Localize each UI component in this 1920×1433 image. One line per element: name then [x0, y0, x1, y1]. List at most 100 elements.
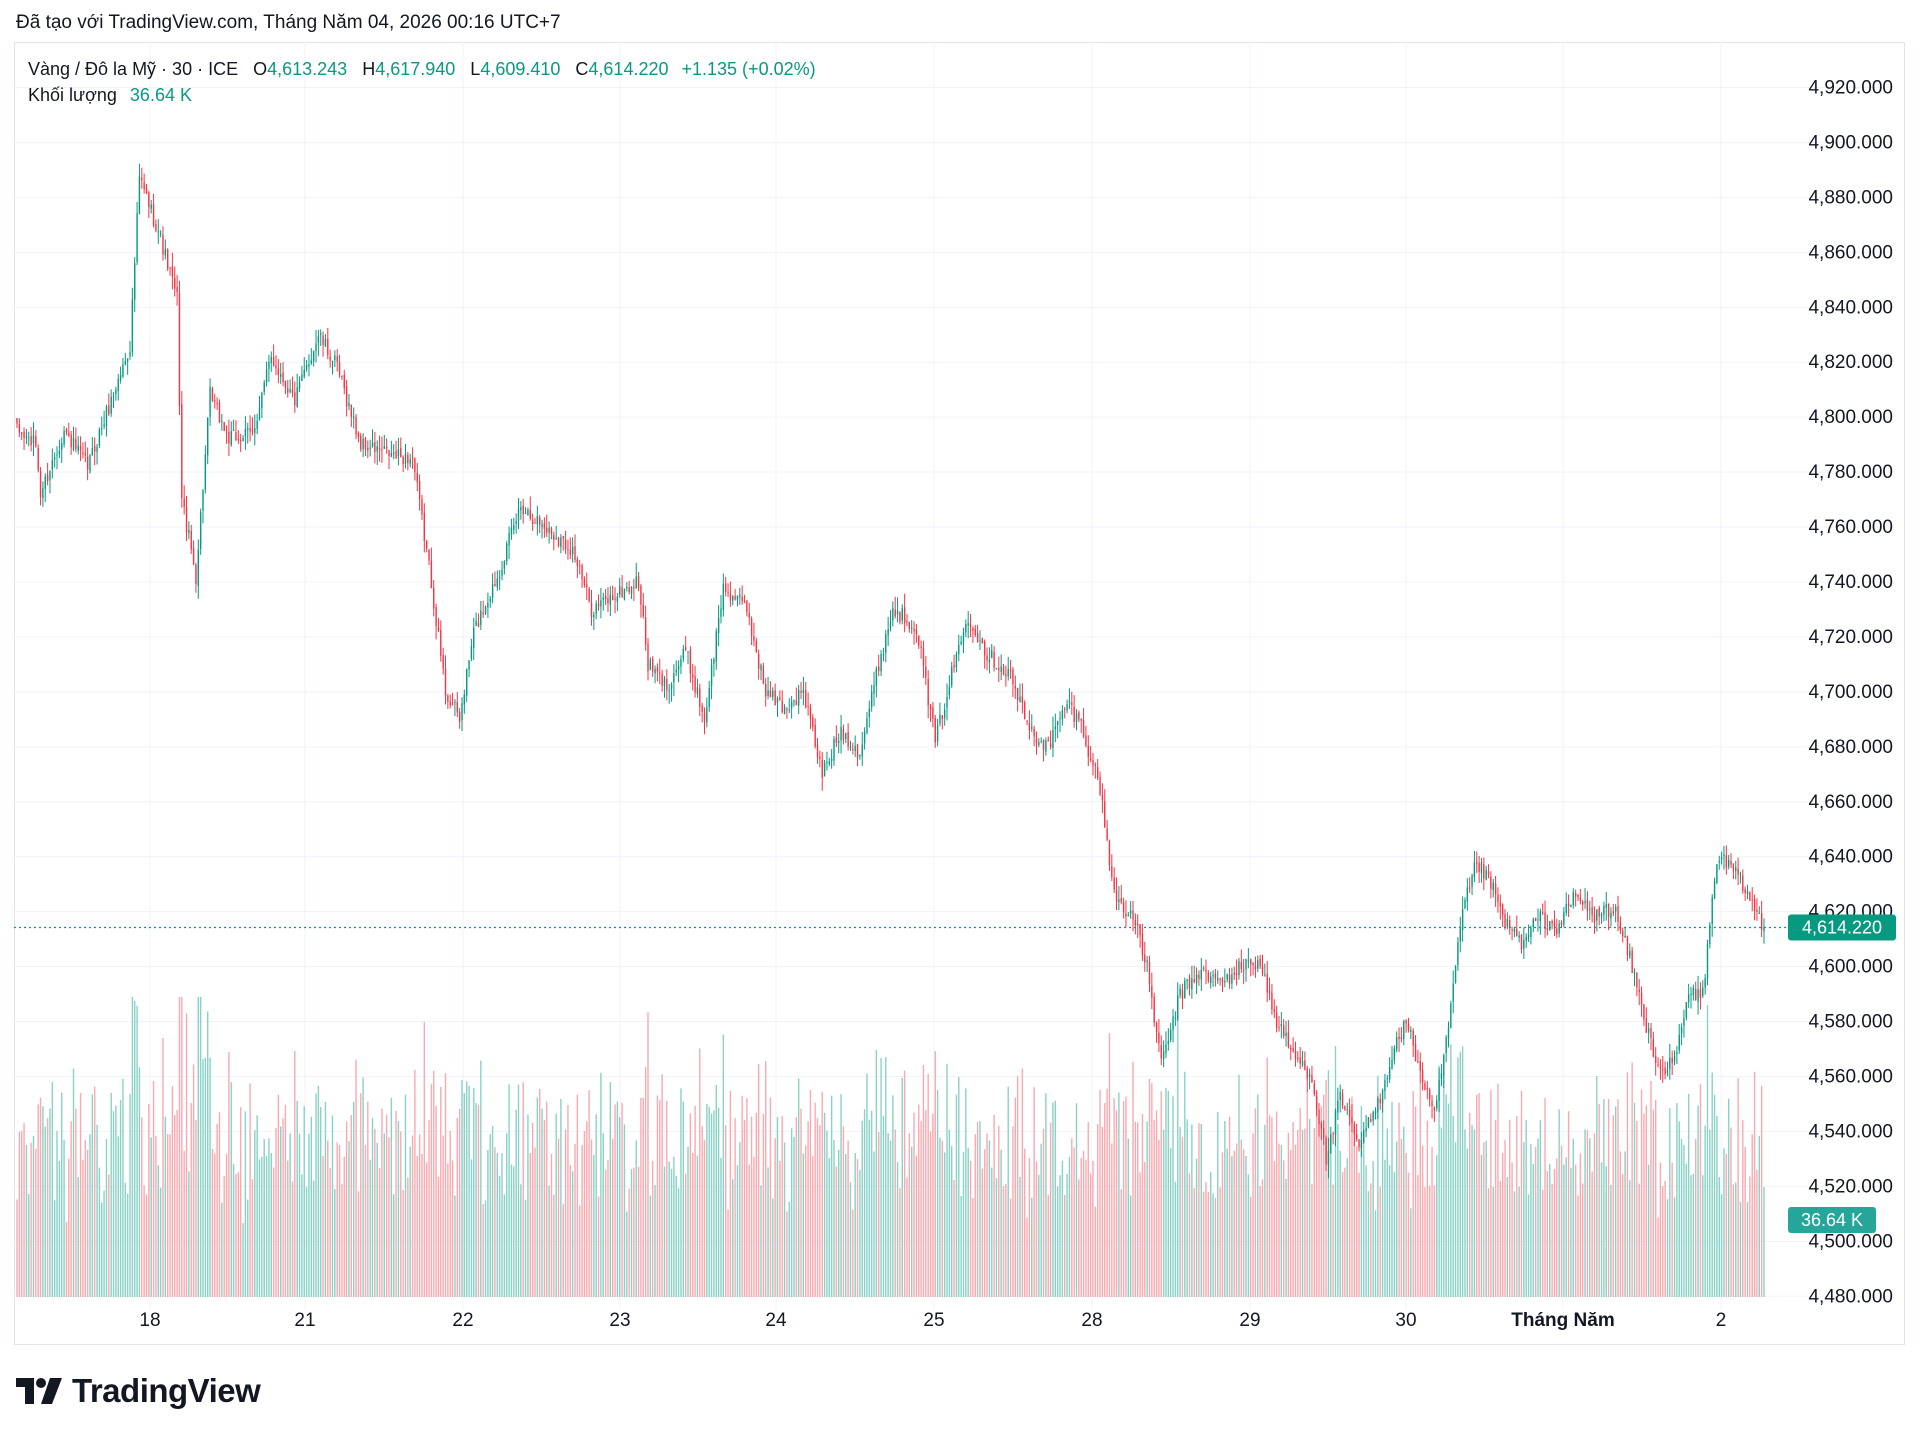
volume-bar — [640, 1097, 642, 1297]
volume-bar — [1052, 1102, 1054, 1297]
volume-bar — [58, 1161, 61, 1297]
volume-bar — [1330, 1139, 1332, 1297]
volume-bar — [378, 1168, 381, 1297]
volume-tag[interactable]: 36.64 K — [1788, 1207, 1876, 1233]
volume-bar — [1454, 1142, 1457, 1297]
candle-body — [44, 476, 46, 489]
volume-bar — [823, 1112, 826, 1297]
volume-bar — [1393, 1172, 1396, 1297]
volume-bar — [878, 1132, 880, 1297]
volume-bar — [1242, 1149, 1245, 1297]
candle-body — [934, 717, 936, 743]
symbol-label[interactable]: Vàng / Đô la Mỹ · 30 · ICE — [28, 59, 239, 79]
volume-bar — [249, 1083, 251, 1297]
volume-bar — [654, 1185, 656, 1297]
candle-body — [1737, 868, 1739, 875]
candle-body — [809, 707, 812, 719]
volume-bar — [1193, 1188, 1195, 1297]
tradingview-logo[interactable]: TradingView — [16, 1372, 261, 1410]
volume-bar — [710, 1113, 713, 1297]
volume-bar — [1725, 1153, 1728, 1297]
candle-body — [1101, 795, 1104, 801]
volume-bar — [221, 1202, 223, 1297]
candle-body — [1395, 1037, 1398, 1050]
candle-body — [515, 521, 517, 524]
price-tick-label: 4,740.000 — [1808, 572, 1893, 593]
volume-bar — [837, 1149, 840, 1297]
candle-body — [1290, 1047, 1292, 1050]
candle-body — [529, 509, 531, 519]
volume-bar — [461, 1080, 463, 1297]
volume-bar — [859, 1169, 861, 1297]
volume-bar — [178, 997, 181, 1297]
candle-body — [1038, 742, 1040, 746]
candle-body — [138, 176, 141, 214]
last-price-tag[interactable]: 4,614.220 — [1788, 914, 1896, 941]
volume-bar — [656, 1095, 659, 1297]
volume-bar — [126, 1193, 129, 1297]
volume-bar — [1071, 1138, 1073, 1297]
volume-bar — [101, 1202, 103, 1297]
candle-body — [242, 437, 244, 441]
candle-body — [1598, 907, 1600, 917]
candle-body — [753, 635, 755, 641]
volume-bar — [673, 1156, 675, 1297]
time-tick-label: 18 — [139, 1310, 160, 1331]
candle-body — [369, 447, 371, 449]
candle-body — [468, 660, 470, 670]
candle-body — [1758, 913, 1760, 915]
candle-body — [1089, 758, 1092, 760]
candle-body — [61, 443, 63, 450]
candle-body — [393, 452, 395, 454]
volume-bar — [1405, 1152, 1407, 1297]
candle-body — [654, 668, 656, 674]
volume-bar — [1596, 1076, 1598, 1297]
volume-bar — [840, 1094, 842, 1297]
candle-body — [470, 645, 473, 659]
volume-bar — [694, 1105, 696, 1297]
volume-bar — [395, 1110, 397, 1297]
candle-body — [317, 336, 320, 343]
volume-bar — [421, 1153, 423, 1297]
candle-body — [327, 338, 329, 356]
candle-body — [694, 676, 696, 693]
candle-body — [237, 439, 240, 441]
candle-body — [28, 437, 30, 439]
volume-bar — [1287, 1132, 1290, 1297]
volume-bar — [322, 1156, 324, 1297]
volume-bar — [1527, 1194, 1530, 1297]
high-value: 4,617.940 — [375, 59, 456, 79]
candle-body — [428, 549, 430, 561]
candle-body — [463, 694, 466, 705]
price-tick-label: 4,540.000 — [1808, 1121, 1893, 1142]
candle-body — [955, 653, 958, 668]
volume-label[interactable]: Khối lượng — [28, 85, 117, 105]
volume-bar — [1466, 1148, 1469, 1297]
volume-bar — [1657, 1217, 1659, 1297]
candle-body — [1031, 727, 1033, 729]
volume-bar — [875, 1049, 878, 1297]
candle-body — [1120, 898, 1122, 903]
candle-body — [433, 587, 435, 609]
volume-bar — [1426, 1120, 1429, 1297]
candle-body — [894, 609, 896, 617]
volume-bar — [1428, 1185, 1431, 1297]
candle-body — [1654, 1056, 1657, 1064]
volume-bar — [345, 1121, 348, 1297]
volume-bar — [65, 1222, 68, 1297]
candle-body — [692, 674, 694, 678]
volume-bar — [1485, 1140, 1487, 1297]
candle-body — [1202, 967, 1205, 969]
candle-body — [72, 437, 75, 450]
volume-bar — [86, 1149, 89, 1297]
volume-bar — [701, 1126, 703, 1297]
volume-bar — [199, 997, 202, 1297]
candle-body — [1530, 928, 1532, 937]
volume-bar — [929, 1131, 932, 1297]
volume-bar — [1504, 1140, 1506, 1297]
volume-bar — [1720, 1194, 1723, 1297]
candle-body — [1638, 989, 1640, 993]
volume-bar — [903, 1070, 906, 1297]
candle-body — [284, 380, 287, 388]
